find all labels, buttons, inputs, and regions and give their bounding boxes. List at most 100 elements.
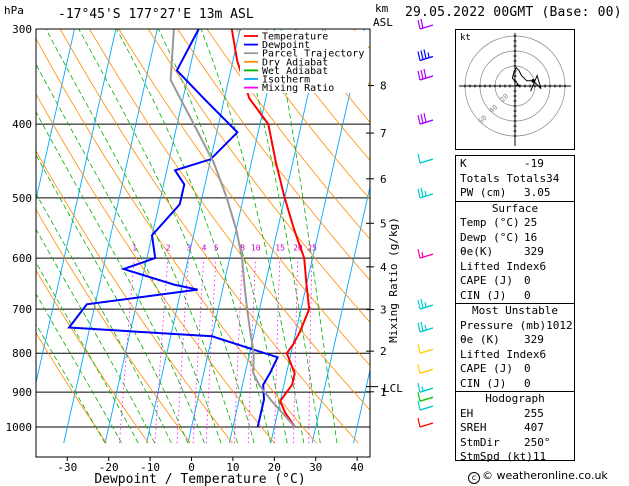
y-axis-label-mixing-ratio: Mixing Ratio (g/kg) — [387, 217, 400, 343]
dry-adiabat-line — [36, 150, 233, 444]
surface-row: Temp (°C) 25 — [456, 216, 574, 231]
wind-barb-flag — [423, 112, 427, 123]
mixing-ratio-label: 20 — [293, 244, 303, 253]
hodograph-panel: kt 20 40 60 — [455, 29, 575, 150]
hodograph-stat-row: StmDir 250° — [456, 436, 574, 451]
x-tick-label: -30 — [57, 461, 77, 474]
dry-adiabat-line — [265, 29, 370, 161]
divider — [456, 200, 574, 202]
wind-barb — [417, 153, 434, 164]
datetime-title: 29.05.2022 00GMT (Base: 00) — [405, 5, 622, 20]
wind-barb-staff — [419, 193, 434, 199]
wind-barb-flag — [420, 187, 424, 197]
wind-barb-flag — [417, 322, 421, 333]
x-axis-label: Dewpoint / Temperature (°C) — [94, 472, 305, 486]
wind-barb — [417, 392, 434, 402]
hodograph-stat-row: StmSpd (kt) 11 — [456, 450, 574, 465]
hodograph-stat-value: 11 — [532, 450, 547, 463]
most-unstable-label: Lifted Index — [460, 347, 540, 361]
hodograph-stat-label: StmSpd (kt) — [460, 450, 533, 463]
most-unstable-label: CAPE (J) — [460, 362, 513, 375]
wet-adiabat-line — [36, 293, 122, 444]
most-unstable-label: CIN (J) — [460, 376, 507, 390]
wind-barb-flag — [417, 153, 421, 164]
wind-barb-half — [424, 301, 427, 308]
isotherm-line — [0, 29, 33, 443]
surface-title: Surface — [491, 201, 539, 215]
wind-barb-flag — [423, 49, 427, 59]
index-value: -19 — [524, 157, 544, 170]
wind-barb-flag — [417, 114, 421, 125]
wind-barb-staff — [419, 327, 434, 333]
dewpoint-line — [67, 29, 279, 428]
dry-adiabat-line — [118, 29, 370, 367]
pressure-tick-label: 1000 — [6, 421, 33, 434]
pressure-tick-label: 600 — [12, 252, 32, 265]
isotherm-line — [228, 29, 324, 444]
wind-barb-staff — [419, 253, 434, 259]
lcl-label: LCL — [383, 382, 403, 395]
wind-barb — [417, 249, 434, 259]
mixing-ratio-label: 10 — [251, 244, 261, 253]
most-unstable-row: Lifted Index 6 — [456, 348, 574, 363]
legend-label: Wet Adiabat — [262, 66, 328, 77]
wind-barb-flag — [417, 364, 421, 374]
surface-label: θe(K) — [460, 245, 494, 258]
wind-barb-flag — [417, 392, 421, 402]
surface-label: CAPE (J) — [460, 274, 513, 287]
km-tick-label: 3 — [380, 304, 387, 317]
pressure-tick-label: 300 — [12, 23, 32, 36]
legend-label: Parcel Trajectory — [262, 49, 364, 60]
x-tick-label: 10 — [226, 461, 239, 474]
isotherm-line — [187, 29, 282, 444]
mixing-ratio-label: 3 — [186, 244, 191, 253]
index-value: 3.05 — [524, 186, 551, 199]
profile-curves: 1 2 3 4 5 8 10 15 20 25 — [67, 29, 317, 428]
x-tick-label: -20 — [99, 461, 119, 474]
wind-barb-staff — [419, 158, 434, 164]
most-unstable-row: CAPE (J) 0 — [456, 362, 574, 377]
surface-list: Temp (°C) 25 Dewp (°C) 16 θe(K) 329 Lifted Ind… — [456, 216, 574, 303]
legend-label: Dry Adiabat — [262, 57, 328, 68]
surface-value: 16 — [524, 230, 538, 244]
wind-barb — [417, 344, 434, 354]
hodograph-table-title: Hodograph — [485, 392, 545, 405]
km-tick-label: 5 — [380, 217, 387, 230]
most-unstable-row: CIN (J) 0 — [456, 377, 574, 392]
hodograph-stat-label: SREH — [460, 421, 487, 434]
legend-label: Mixing Ratio — [262, 83, 334, 94]
wind-barb-half — [421, 252, 424, 258]
wind-barb-staff — [419, 75, 434, 81]
surface-row: Dewp (°C) 16 — [456, 231, 574, 246]
wind-barb-flag — [417, 188, 421, 198]
wind-barb-flag — [417, 400, 421, 411]
wind-barbs — [417, 18, 434, 428]
mixing-ratio-label: 15 — [275, 244, 285, 253]
mixing-ratio-line — [234, 258, 243, 444]
wet-adiabat-line — [158, 29, 288, 444]
x-tick-label: -10 — [140, 461, 160, 474]
wind-barb-staff — [419, 24, 434, 30]
hodograph-unit: kt — [460, 33, 471, 43]
wind-barb — [417, 68, 434, 81]
hodograph-table-list: EH 255 SREH 407 StmDir 250° StmSpd (kt) 11 — [456, 407, 574, 465]
mixing-ratio-label: 25 — [307, 244, 317, 253]
wet-adiabat-line — [36, 153, 189, 444]
wind-barb-flag — [420, 298, 424, 309]
mixing-ratio-line — [119, 258, 135, 444]
wind-barb-half — [421, 386, 424, 392]
wet-adiabat-line — [200, 29, 305, 444]
surface-row: CAPE (J) 0 — [456, 274, 574, 289]
mixing-ratio-line — [154, 258, 169, 444]
wind-barb-half — [427, 52, 430, 58]
most-unstable-value: 6 — [539, 347, 547, 361]
x-tick-label: 0 — [188, 461, 195, 474]
legend-label: Dewpoint — [262, 40, 310, 51]
wind-barb — [417, 321, 434, 333]
hodograph-stat-row: EH 255 — [456, 407, 574, 422]
wind-barb — [417, 112, 434, 125]
km-tick-label: 4 — [380, 261, 387, 274]
